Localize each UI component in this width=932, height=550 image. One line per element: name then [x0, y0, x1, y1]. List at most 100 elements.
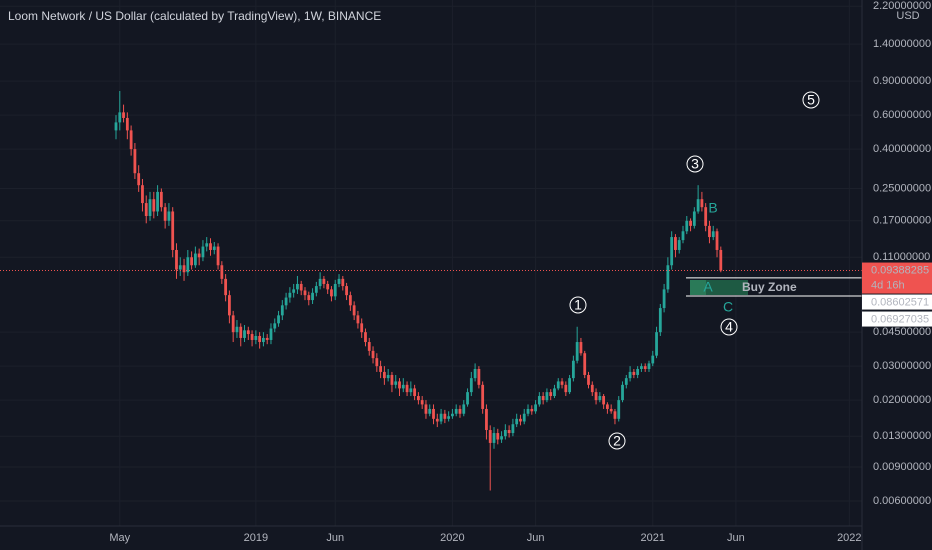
candle-body: [144, 203, 148, 217]
x-tick-label: 2021: [641, 532, 665, 544]
candle-body: [269, 328, 273, 340]
candle-body: [205, 243, 209, 247]
candle-body: [658, 308, 662, 333]
candle-body: [148, 199, 152, 217]
wave-label: 3: [691, 156, 699, 172]
candle-body: [220, 265, 224, 279]
candle-body: [231, 315, 235, 333]
candle-body: [689, 220, 692, 226]
candle-body: [178, 265, 182, 270]
y-tick-label: 0.01300000: [873, 430, 931, 442]
candle-body: [197, 253, 201, 258]
level-price-box: [862, 294, 932, 310]
candle-body: [250, 334, 254, 340]
candle-body: [553, 388, 556, 397]
candle-body: [246, 330, 250, 335]
level-price-label: 0.06927035: [871, 313, 929, 325]
candle-body: [394, 381, 398, 385]
candle-body: [398, 381, 401, 389]
candle-body: [587, 374, 590, 385]
candle-body: [167, 211, 171, 221]
candle-body: [447, 416, 451, 419]
candle-body: [171, 211, 175, 250]
candle-body: [469, 378, 473, 393]
price-axis: 2.20000000 1.40000000 0.90000000 0.60000000…: [862, 0, 932, 507]
candle-body: [118, 112, 122, 123]
candle-body: [556, 381, 560, 389]
candle-body: [541, 396, 545, 401]
candle-body: [352, 305, 356, 316]
candle-body: [711, 231, 715, 238]
x-tick-label: May: [109, 532, 130, 544]
candle-body: [432, 408, 435, 419]
wave-label: 5: [807, 92, 815, 108]
candle-body: [262, 337, 265, 343]
candle-body: [481, 384, 485, 409]
candle-body: [235, 326, 239, 333]
candle-body: [141, 185, 144, 204]
x-tick-label: Jun: [326, 532, 344, 544]
candle-body: [216, 246, 220, 266]
countdown-label: 4d 16h: [871, 279, 905, 291]
candle-body: [485, 408, 488, 431]
candle-body: [708, 225, 711, 238]
x-tick-label: 2020: [440, 532, 464, 544]
candle-body: [488, 430, 492, 443]
candle-body: [345, 286, 348, 296]
wave-label: 1: [574, 297, 582, 313]
candle-body: [624, 378, 628, 385]
candle-body: [643, 366, 647, 369]
y-tick-label: 0.60000000: [873, 109, 931, 121]
candle-body: [409, 388, 413, 393]
y-tick-label: 0.00900000: [873, 461, 931, 473]
candle-body: [265, 337, 269, 340]
y-tick-label: 0.00600000: [873, 495, 931, 507]
candle-body: [685, 220, 689, 232]
candle-body: [549, 392, 553, 397]
candle-body: [360, 323, 364, 333]
candle-body: [292, 289, 296, 293]
candle-body: [186, 257, 190, 273]
candle-body: [417, 396, 420, 401]
currency-label: USD: [896, 10, 919, 22]
candle-body: [337, 278, 341, 284]
candle-body: [511, 424, 515, 434]
candle-body: [326, 283, 330, 290]
y-tick-label: 0.11000000: [873, 251, 930, 263]
plot-area: Buy Zone 1 2 3 4 5 A B C: [0, 91, 862, 491]
candle-body: [122, 112, 125, 118]
candle-body: [224, 278, 228, 296]
candle-body: [424, 404, 428, 414]
y-tick-label: 0.90000000: [873, 75, 931, 87]
candle-body: [571, 360, 575, 379]
candle-body: [719, 249, 723, 271]
candle-body: [568, 378, 571, 393]
candle-body: [364, 332, 367, 343]
candle-body: [681, 231, 685, 241]
candle-body: [503, 430, 507, 437]
x-tick-label: 2019: [244, 532, 268, 544]
candle-body: [451, 413, 454, 417]
zone-label: Buy Zone: [742, 280, 797, 294]
candle-body: [696, 199, 700, 212]
candle-body: [182, 265, 186, 273]
level-price-label: 0.08602571: [871, 296, 929, 308]
candle-body: [666, 265, 670, 290]
candle-body: [564, 384, 568, 393]
candle-body: [598, 396, 602, 401]
candle-body: [594, 392, 598, 401]
candle-body: [330, 289, 333, 297]
y-tick-label: 0.02000000: [873, 394, 931, 406]
candle-body: [462, 404, 466, 414]
candle-body: [367, 342, 371, 351]
candle-body: [662, 289, 666, 309]
candle-body: [129, 130, 133, 150]
candle-body: [341, 278, 345, 287]
wave-circle: [569, 296, 587, 314]
wave-circle: [802, 91, 820, 109]
candle-body: [303, 290, 307, 296]
candle-body: [435, 418, 439, 422]
candle-body: [526, 408, 530, 414]
candle-body: [579, 342, 583, 354]
candle-body: [515, 418, 519, 425]
